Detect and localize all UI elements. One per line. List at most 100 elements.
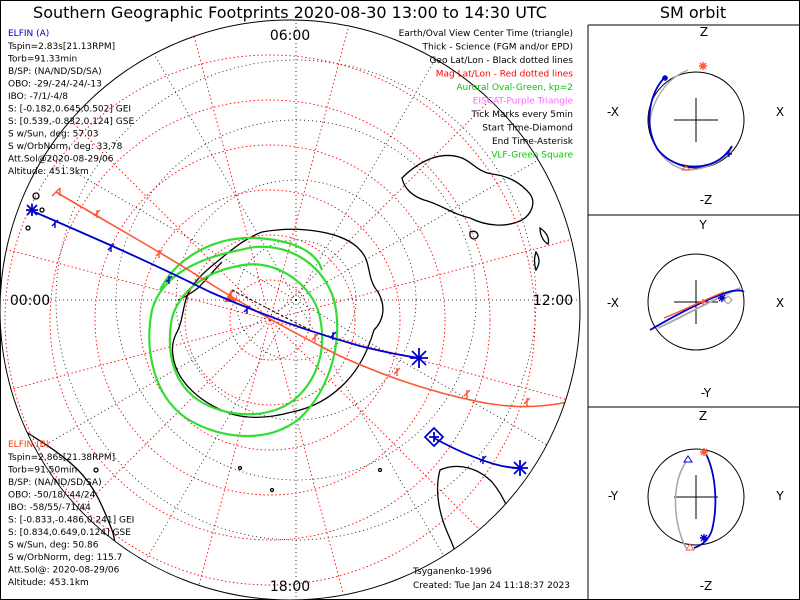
geo-longitude-line	[135, 22, 297, 301]
orbit-panels: Z -Z -X X Y -Y -X X	[587, 24, 800, 600]
panel1-right-label: X	[776, 105, 784, 119]
legend-item: EISCAT-Purple Triangle	[473, 97, 574, 107]
elfin-b-info-line: Altitude: 453.1km	[8, 578, 89, 588]
elfin-a-info-line: S w/Sun, deg: 57.03	[8, 130, 98, 140]
orbit-title: SM orbit	[660, 3, 726, 22]
panel2-right-label: X	[776, 296, 784, 310]
mag-longitude-line	[186, 319, 271, 600]
elfin-b-info: ELFIN (B) Tspin=2.86s[21.38RPM] Torb=91.5…	[7, 440, 134, 588]
elfin-a-info-line: Altitude: 451.3km	[8, 167, 89, 177]
geo-longitude-line	[295, 22, 457, 301]
polar-map	[0, 20, 580, 600]
geo-longitude-line	[295, 139, 574, 301]
elfin-a-info-line: S: [0.539,-0.832,0.124] GSE	[8, 117, 134, 127]
elfin-a-pass2-end-asterisk	[512, 460, 528, 476]
mag-longitude-line	[269, 236, 580, 321]
mag-latitude-circle	[94, 144, 446, 496]
mag-latitude-circle	[139, 189, 401, 451]
geo-longitude-line	[295, 299, 457, 578]
mag-longitude-line	[269, 319, 497, 547]
legend-item: VLF-Green Square	[491, 151, 573, 161]
elfin-a-info-line: Torb=91.33min	[7, 55, 77, 65]
panel3-right-label: Y	[775, 489, 784, 503]
mag-longitude-line	[186, 20, 271, 321]
elfin-a-info-line: S w/OrbNorm, deg: 33.78	[8, 142, 123, 152]
mag-longitude-line	[269, 93, 497, 321]
elfin-b-tick-marks	[51, 187, 531, 406]
elfin-a-end-asterisk	[410, 348, 428, 368]
created-timestamp: Created: Tue Jan 24 11:18:37 2023	[413, 581, 570, 591]
hour-label-bottom: 18:00	[270, 579, 310, 595]
mag-longitude-line	[269, 20, 354, 321]
elfin-b-info-line: S w/OrbNorm, deg: 115.7	[8, 553, 122, 563]
elfin-b-header: ELFIN (B)	[8, 440, 49, 450]
panel2-bottom-label: -Y	[701, 386, 712, 400]
elfin-b-info-line: OBO: -50/18/-44/24	[8, 491, 96, 501]
orbit-xy-elfin-b	[657, 287, 741, 329]
legend-item: End Time-Asterisk	[492, 137, 574, 147]
geo-longitude-line	[18, 139, 297, 301]
auroral-oval-inner	[168, 263, 324, 416]
elfin-b-track	[51, 187, 569, 408]
mag-latitude-circle	[4, 54, 536, 586]
auroral-oval-equatorward	[159, 236, 324, 291]
mag-latitude-circle	[229, 279, 311, 361]
elfin-b-info-line: S: [-0.833,-0.486,0.241] GEI	[8, 516, 134, 526]
elfin-a-info-line: Att.Sol@2020-08-29/06	[8, 155, 114, 165]
mag-longitude-line	[0, 236, 271, 321]
new-zealand	[533, 226, 550, 272]
mag-grid	[0, 20, 580, 600]
legend-item: Start Time-Diamond	[482, 124, 573, 134]
mag-longitude-line	[0, 319, 271, 404]
legend-item: Mag Lat/Lon - Red dotted lines	[436, 70, 574, 80]
mag-latitude-circle	[184, 234, 356, 406]
elfin-a-header: ELFIN (A)	[8, 29, 49, 39]
elfin-a-track-line	[29, 209, 421, 359]
elfin-b-info-line: Tspin=2.86s[21.38RPM]	[7, 453, 115, 463]
tasmania	[469, 230, 479, 240]
mag-latitude-circle	[49, 99, 491, 541]
legend-item: Earth/Oval View Center Time (triangle)	[399, 29, 573, 39]
model-credit: Tsyganenko-1996	[412, 567, 492, 577]
legend-item: Tick Marks every 5min	[471, 110, 573, 120]
legend-item: Auroral Oval-Green, kp=2	[456, 83, 573, 93]
orbit-panel-xz: Z -Z -X X	[607, 25, 784, 207]
panel1-left-label: -X	[607, 105, 619, 119]
panel1-bottom-label: -Z	[700, 193, 713, 207]
panel3-bottom-label: -Z	[700, 579, 713, 593]
panel2-top-label: Y	[698, 218, 707, 232]
mag-longitude-line	[43, 319, 271, 547]
map-legend: Earth/Oval View Center Time (triangle) Th…	[399, 29, 574, 161]
elfin-a-info: ELFIN (A) Tspin=2.83s[21.13RPM] Torb=91.3…	[7, 29, 134, 177]
australia-outline	[401, 154, 534, 226]
elfin-b-info-line: S w/Sun, deg: 50.86	[8, 541, 99, 551]
hour-label-right: 12:00	[533, 293, 573, 309]
elfin-a-info-line: B/SP: (NA/ND/SD/SA)	[8, 67, 102, 77]
panel3-top-label: Z	[699, 409, 707, 423]
orbit-xy-elfin-b-red	[663, 291, 725, 319]
auroral-oval	[148, 236, 339, 438]
elfin-b-info-line: S: [0.834,0.649,0.124] GSE	[8, 528, 131, 538]
elfin-a-start-diamond	[423, 426, 445, 448]
elfin-b-info-line: B/SP: (NA/ND/SD/SA)	[8, 478, 102, 488]
orbit-panel-xy: Y -Y -X X	[607, 218, 784, 400]
orbit-xy-elfin-a	[649, 289, 745, 331]
legend-item: Geo Lat/Lon - Black dotted lines	[429, 56, 573, 66]
map-title: Southern Geographic Footprints 2020-08-3…	[33, 3, 547, 22]
orbit-yz-elfin-a	[693, 453, 717, 549]
elfin-b-info-line: Att.Sol@: 2020-08-29/06	[8, 566, 120, 576]
hour-label-left: 00:00	[10, 293, 50, 309]
elfin-b-track-line	[55, 191, 569, 408]
elfin-a-tick-marks	[51, 219, 337, 340]
hour-label-top: 06:00	[270, 28, 310, 44]
auroral-oval-outer	[148, 245, 339, 438]
mag-longitude-line	[43, 93, 271, 321]
elfin-a-track	[26, 204, 528, 476]
panel1-top-label: Z	[700, 25, 708, 39]
panel2-left-label: -X	[607, 296, 619, 310]
orbit-yz-elfin-b	[674, 461, 687, 549]
orbit-xz-elfin-a	[648, 77, 733, 168]
panel3-left-label: -Y	[608, 489, 619, 503]
legend-item: Thick - Science (FGM and/or EPD)	[422, 43, 573, 53]
